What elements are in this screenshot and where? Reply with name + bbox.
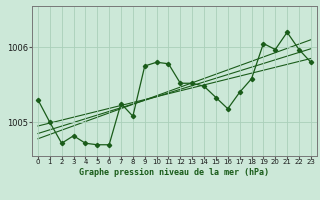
X-axis label: Graphe pression niveau de la mer (hPa): Graphe pression niveau de la mer (hPa) — [79, 168, 269, 177]
